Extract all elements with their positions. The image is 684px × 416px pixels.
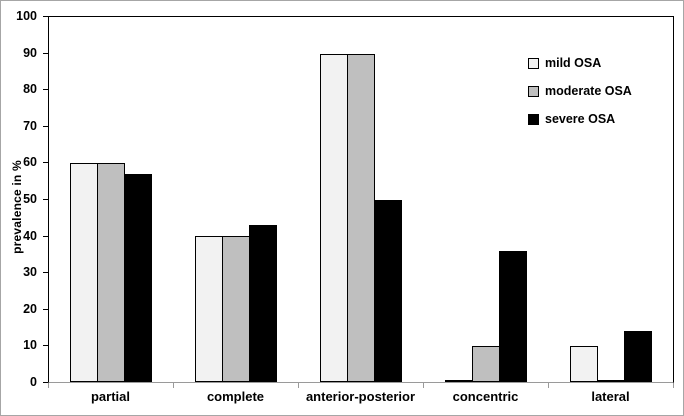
legend: mild OSA moderate OSA severe OSA <box>528 56 632 141</box>
y-tick-mark <box>43 16 48 17</box>
bar-mild-osa-concentric <box>444 380 473 382</box>
bar-group-anterior-posterior <box>299 17 424 382</box>
bar-moderate-osa-complete <box>222 236 251 382</box>
bar-mild-osa-partial <box>70 163 99 382</box>
bar-severe-osa-partial <box>124 173 153 382</box>
bar-mild-osa-complete <box>195 236 224 382</box>
y-tick-mark <box>43 89 48 91</box>
y-tick-mark <box>43 235 48 237</box>
y-tick-label: 80 <box>23 82 37 97</box>
legend-label: mild OSA <box>545 56 602 70</box>
y-tick-mark <box>43 162 48 164</box>
y-tick-label: 40 <box>23 228 37 243</box>
y-tick-mark <box>43 199 48 200</box>
y-tick-mark <box>43 382 48 383</box>
legend-swatch-icon <box>528 57 539 69</box>
y-tick-label: 0 <box>30 375 37 389</box>
x-category-label: anterior-posterior <box>305 389 416 404</box>
bar-group-concentric <box>423 17 548 382</box>
bar-severe-osa-lateral <box>623 330 652 382</box>
y-tick-mark <box>43 52 48 54</box>
bar-moderate-osa-lateral <box>596 380 625 382</box>
x-category-label: partial <box>90 389 130 404</box>
x-tick-mark <box>548 383 549 388</box>
bar-group-partial <box>49 17 174 382</box>
legend-label: moderate OSA <box>545 84 632 98</box>
legend-swatch-icon <box>528 113 539 125</box>
bar-group-lateral <box>548 17 673 382</box>
x-tick-mark <box>173 383 174 388</box>
legend-item-mild-osa: mild OSA <box>528 56 632 70</box>
y-tick-label: 60 <box>23 155 37 170</box>
bar-mild-osa-lateral <box>569 345 598 382</box>
bar-moderate-osa-partial <box>97 163 126 382</box>
bar-moderate-osa-anterior-posterior <box>346 53 375 382</box>
y-tick-mark <box>43 272 48 274</box>
bars-layer <box>49 17 673 382</box>
plot-area: mild OSA moderate OSA severe OSA <box>48 16 674 383</box>
bar-severe-osa-complete <box>249 225 278 382</box>
x-tick-mark <box>48 383 49 388</box>
x-category-label: concentric <box>452 389 519 404</box>
x-tick-mark <box>673 383 674 388</box>
x-tick-mark <box>423 383 424 388</box>
y-tick-mark <box>43 125 48 127</box>
y-tick-mark <box>43 308 48 310</box>
x-category-label: lateral <box>591 389 630 404</box>
bar-moderate-osa-concentric <box>471 345 500 382</box>
y-tick-label: 50 <box>23 192 37 206</box>
bar-mild-osa-anterior-posterior <box>319 53 348 382</box>
bar-severe-osa-anterior-posterior <box>373 199 402 382</box>
y-tick-label: 70 <box>23 118 37 133</box>
x-tick-mark <box>298 383 299 388</box>
legend-item-moderate-osa: moderate OSA <box>528 84 632 98</box>
legend-item-severe-osa: severe OSA <box>528 112 632 126</box>
y-tick-label: 10 <box>23 338 37 353</box>
y-tick-label: 30 <box>23 265 37 280</box>
legend-label: severe OSA <box>545 112 616 126</box>
bar-group-complete <box>174 17 299 382</box>
bar-severe-osa-concentric <box>498 250 527 382</box>
y-tick-label: 90 <box>23 45 37 60</box>
x-category-label: complete <box>206 389 265 404</box>
y-tick-mark <box>43 345 48 347</box>
y-tick-label: 100 <box>16 9 37 23</box>
y-tick-label: 20 <box>23 301 37 316</box>
legend-swatch-icon <box>528 85 539 97</box>
